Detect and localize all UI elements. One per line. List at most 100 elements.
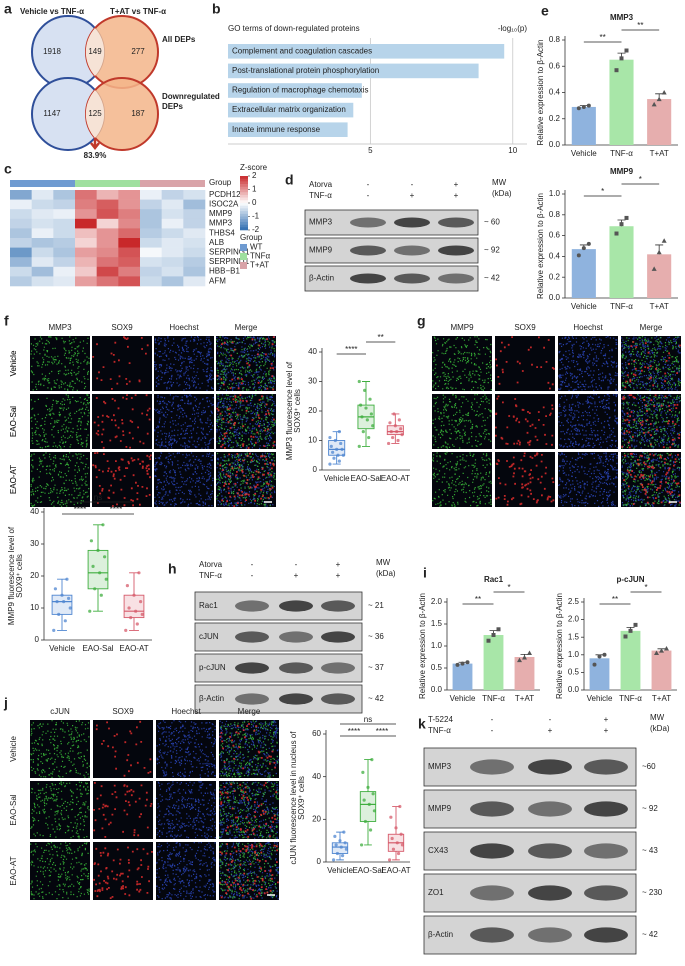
whisker-low [364, 821, 372, 846]
blot-band [528, 801, 572, 817]
row-label: HBB−B1 [209, 267, 240, 276]
data-point [370, 758, 374, 762]
data-point [396, 851, 401, 856]
data-point [387, 441, 391, 446]
data-point [656, 96, 662, 102]
micrograph-signal [621, 394, 681, 449]
treatment-sign: + [604, 726, 609, 735]
row-label: EAO-AT [9, 465, 18, 494]
data-point [53, 587, 58, 591]
micrograph-signal [432, 394, 492, 449]
box [331, 842, 349, 854]
data-point [333, 834, 337, 839]
legend-swatch [240, 244, 247, 251]
heatmap-cell [118, 228, 141, 239]
treatment-label: Atorva [199, 560, 223, 569]
data-point [337, 430, 341, 434]
colorbar-tick-label: 2 [252, 171, 257, 180]
data-point [389, 430, 393, 434]
micrograph [154, 394, 214, 449]
data-point [367, 802, 371, 807]
data-point [339, 845, 343, 849]
data-point [391, 435, 395, 440]
y-tick-label: 30 [308, 377, 317, 386]
data-point [332, 456, 336, 460]
heatmap-cell [161, 257, 184, 268]
heatmap-cell [140, 199, 162, 210]
heatmap-cell [140, 247, 162, 258]
category-label: Innate immune response [232, 125, 321, 134]
significance-label: **** [348, 727, 360, 736]
data-point [363, 388, 367, 392]
data-point [399, 832, 403, 836]
x-tick-label: EAO-AT [381, 866, 410, 875]
heatmap-cell [31, 190, 54, 200]
bar [228, 63, 479, 79]
data-point [581, 246, 586, 251]
blot-band [584, 927, 628, 943]
row-label: EAO-AT [9, 856, 18, 885]
heatmap-cell [96, 209, 119, 220]
data-point [129, 616, 133, 620]
micrograph-signal [219, 781, 279, 839]
heatmap-cell [96, 218, 119, 229]
blot-mw: ~ 36 [368, 632, 384, 641]
panel-letter: k [418, 716, 426, 732]
data-point [395, 841, 399, 845]
significance-label: ** [612, 595, 618, 604]
micrograph-signal [154, 336, 214, 391]
significance-label: ns [94, 493, 102, 502]
data-point [127, 606, 131, 610]
data-point [651, 101, 657, 107]
y-tick-label: 0.8 [549, 35, 561, 44]
row-label: Vehicle [9, 350, 18, 376]
y-axis-label: Relative expression to β-Actin [536, 40, 545, 146]
data-point [619, 56, 624, 61]
heatmap-cell [31, 276, 54, 287]
x-tick-label: TNF-α [610, 302, 633, 311]
heatmap-cell [161, 238, 184, 248]
blot-band [438, 217, 474, 228]
data-point [89, 539, 93, 543]
legend-swatch [240, 262, 247, 269]
data-point [581, 104, 586, 109]
blot-mw: ~60 [642, 762, 656, 771]
micrograph [93, 842, 153, 900]
arrow [90, 138, 100, 151]
channel-label: SOX9 [111, 323, 133, 332]
category-label: Post-translational protein phosphorylati… [232, 66, 379, 75]
row-label: AFM [209, 276, 226, 285]
significance-label: ** [600, 33, 606, 42]
data-point [357, 379, 361, 384]
whisker-high [93, 524, 103, 551]
blot-name: β-Actin [199, 694, 224, 703]
set-label: T+AT vs TNF-α [110, 7, 166, 16]
venn-overlap [85, 90, 105, 138]
x-tick-label: EAO-AT [119, 644, 148, 653]
x-tick-label: T+AT [515, 694, 534, 703]
data-point [654, 650, 659, 656]
channel-label: SOX9 [112, 707, 134, 716]
heatmap-cell [75, 238, 97, 248]
heatmap-cell [31, 209, 54, 220]
y-tick-label: 20 [308, 406, 317, 415]
blot-name: ZO1 [428, 888, 444, 897]
colorbar-title: Z-score [240, 163, 268, 172]
heatmap-cell [96, 257, 119, 268]
whisker-low [57, 614, 67, 631]
data-point [57, 612, 61, 617]
channel-label: Hoechst [169, 323, 199, 332]
colorbar-segment [240, 200, 248, 204]
significance-label: * [507, 583, 510, 592]
bar [589, 658, 610, 690]
data-point [359, 403, 363, 407]
heatmap-cell [183, 209, 206, 220]
bar [609, 226, 634, 298]
heatmap-cell [183, 247, 206, 258]
mw-label: MW [376, 558, 391, 567]
data-point [62, 600, 66, 604]
data-point [393, 424, 397, 428]
channel-label: Hoechst [171, 707, 201, 716]
data-point [67, 596, 71, 601]
blot-band [470, 927, 514, 943]
